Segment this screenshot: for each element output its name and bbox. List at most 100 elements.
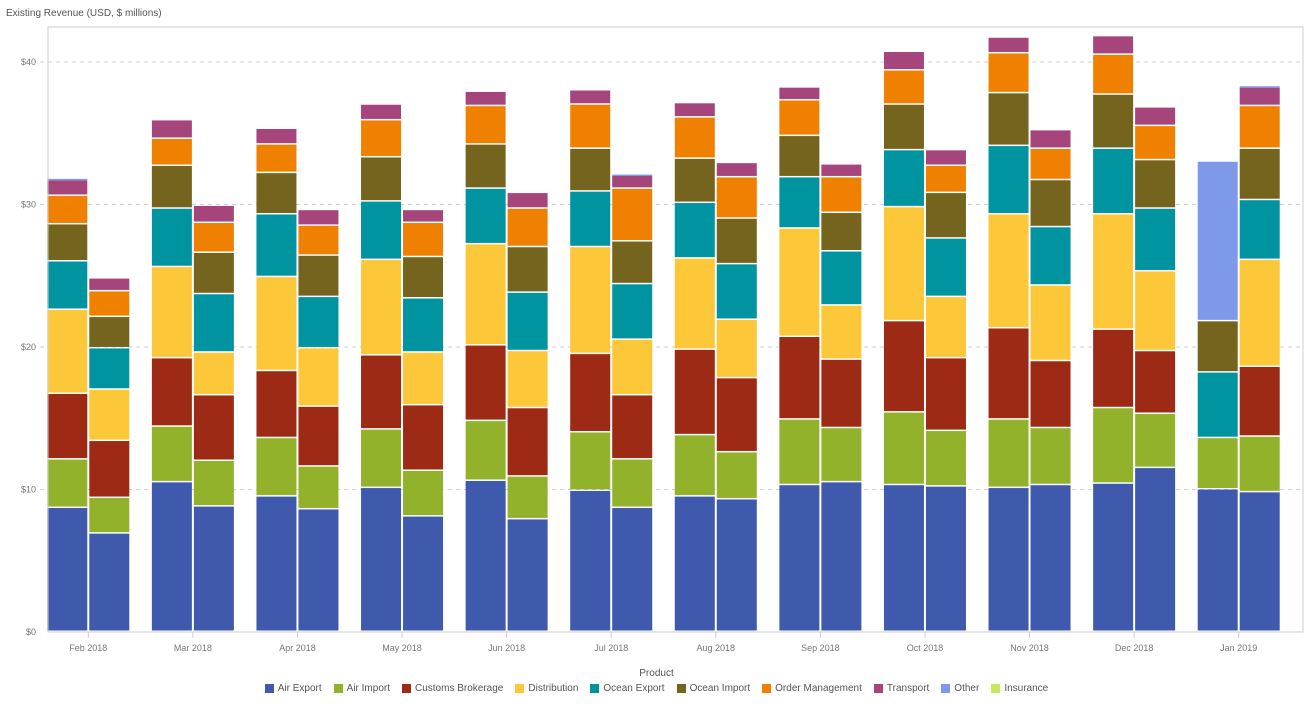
bar-segment-customs-brokerage[interactable] [988, 328, 1029, 419]
bar-segment-order-management[interactable] [298, 225, 339, 255]
bar-segment-distribution[interactable] [47, 309, 88, 393]
bar-segment-air-export[interactable] [674, 496, 715, 631]
bar-segment-transport[interactable] [298, 210, 339, 225]
bar-segment-customs-brokerage[interactable] [925, 358, 966, 430]
bar-segment-distribution[interactable] [925, 297, 966, 357]
bar-segment-air-export[interactable] [298, 509, 339, 631]
bar-segment-order-management[interactable] [988, 53, 1029, 92]
bar-segment-air-import[interactable] [674, 435, 715, 496]
bar-segment-transport[interactable] [674, 103, 715, 117]
legend-item[interactable]: Order Management [762, 683, 862, 694]
bar-segment-ocean-export[interactable] [256, 214, 297, 276]
bar-segment-air-import[interactable] [883, 412, 924, 484]
bar-segment-air-import[interactable] [716, 452, 757, 498]
bar-segment-air-import[interactable] [1239, 436, 1280, 491]
bar-segment-air-export[interactable] [716, 499, 757, 631]
bar-segment-order-management[interactable] [47, 195, 88, 223]
bar-segment-transport[interactable] [151, 120, 192, 138]
bar-segment-transport[interactable] [89, 278, 130, 290]
bar-segment-order-management[interactable] [465, 106, 506, 144]
bar-segment-transport[interactable] [1093, 36, 1134, 54]
bar-segment-ocean-import[interactable] [89, 317, 130, 347]
bar-segment-order-management[interactable] [256, 144, 297, 172]
bar-segment-order-management[interactable] [883, 70, 924, 104]
bar-segment-distribution[interactable] [612, 339, 653, 394]
legend-item[interactable]: Distribution [515, 683, 578, 694]
bar-segment-ocean-import[interactable] [612, 241, 653, 283]
bar-segment-distribution[interactable] [1030, 285, 1071, 360]
bar-segment-air-export[interactable] [151, 482, 192, 631]
bar-segment-customs-brokerage[interactable] [1030, 361, 1071, 427]
bar-segment-distribution[interactable] [779, 228, 820, 336]
bar-segment-order-management[interactable] [674, 117, 715, 158]
bar-segment-ocean-import[interactable] [1093, 94, 1134, 148]
bar-segment-transport[interactable] [779, 87, 820, 99]
bar-segment-order-management[interactable] [507, 208, 548, 246]
bar-segment-distribution[interactable] [507, 351, 548, 407]
bar-segment-ocean-import[interactable] [403, 257, 444, 298]
bar-segment-air-export[interactable] [256, 496, 297, 631]
bar-segment-ocean-import[interactable] [47, 224, 88, 260]
bar-segment-air-export[interactable] [47, 508, 88, 631]
bar-segment-customs-brokerage[interactable] [570, 354, 611, 431]
bar-segment-transport[interactable] [507, 193, 548, 208]
bar-segment-order-management[interactable] [779, 100, 820, 135]
bar-segment-transport[interactable] [821, 164, 862, 176]
bar-segment-ocean-import[interactable] [716, 218, 757, 263]
bar-segment-customs-brokerage[interactable] [403, 405, 444, 470]
bar-segment-air-export[interactable] [1239, 492, 1280, 631]
bar-segment-air-export[interactable] [779, 485, 820, 631]
bar-segment-distribution[interactable] [570, 247, 611, 353]
bar-segment-ocean-import[interactable] [1197, 321, 1238, 372]
bar-segment-ocean-export[interactable] [1197, 372, 1238, 437]
bar-segment-other[interactable] [612, 174, 653, 176]
bar-segment-order-management[interactable] [1135, 126, 1176, 159]
bar-segment-air-export[interactable] [612, 508, 653, 631]
bar-segment-distribution[interactable] [403, 352, 444, 404]
bar-segment-air-import[interactable] [47, 459, 88, 507]
bar-segment-transport[interactable] [883, 52, 924, 70]
bar-segment-customs-brokerage[interactable] [1093, 329, 1134, 407]
bar-segment-customs-brokerage[interactable] [883, 321, 924, 412]
bar-segment-air-import[interactable] [193, 461, 234, 506]
legend-item[interactable]: Ocean Export [590, 683, 665, 694]
bar-segment-order-management[interactable] [1030, 148, 1071, 179]
bar-segment-customs-brokerage[interactable] [716, 378, 757, 451]
bar-segment-air-export[interactable] [1197, 489, 1238, 631]
bar-segment-order-management[interactable] [1239, 106, 1280, 148]
bar-segment-air-import[interactable] [403, 470, 444, 516]
bar-segment-customs-brokerage[interactable] [465, 345, 506, 420]
bar-segment-distribution[interactable] [193, 352, 234, 394]
legend-item[interactable]: Transport [873, 683, 929, 694]
bar-segment-air-export[interactable] [1135, 468, 1176, 631]
legend-item[interactable]: Customs Brokerage [402, 683, 503, 694]
bar-segment-ocean-import[interactable] [1135, 160, 1176, 208]
bar-segment-customs-brokerage[interactable] [47, 394, 88, 459]
bar-segment-ocean-import[interactable] [988, 93, 1029, 145]
bar-segment-air-export[interactable] [403, 516, 444, 631]
bar-segment-ocean-import[interactable] [193, 252, 234, 293]
bar-segment-order-management[interactable] [403, 223, 444, 256]
bar-segment-customs-brokerage[interactable] [193, 395, 234, 460]
bar-segment-order-management[interactable] [361, 120, 402, 156]
bar-segment-distribution[interactable] [151, 267, 192, 357]
bar-segment-ocean-import[interactable] [779, 136, 820, 176]
bar-segment-ocean-export[interactable] [674, 203, 715, 258]
bar-segment-air-import[interactable] [988, 419, 1029, 487]
bar-segment-distribution[interactable] [1239, 260, 1280, 366]
bar-segment-air-import[interactable] [507, 476, 548, 518]
bar-segment-air-export[interactable] [465, 480, 506, 631]
bar-segment-air-import[interactable] [612, 459, 653, 507]
bar-segment-air-import[interactable] [1197, 438, 1238, 488]
bar-segment-air-export[interactable] [507, 519, 548, 631]
bar-segment-air-export[interactable] [570, 490, 611, 631]
bar-segment-air-export[interactable] [925, 486, 966, 631]
bar-segment-transport[interactable] [361, 104, 402, 119]
bar-segment-ocean-export[interactable] [507, 292, 548, 350]
bar-segment-ocean-export[interactable] [883, 150, 924, 206]
bar-segment-ocean-import[interactable] [925, 193, 966, 238]
bar-segment-air-import[interactable] [298, 466, 339, 508]
bar-segment-air-import[interactable] [256, 438, 297, 496]
bar-segment-distribution[interactable] [716, 319, 757, 377]
bar-segment-air-export[interactable] [1093, 483, 1134, 631]
